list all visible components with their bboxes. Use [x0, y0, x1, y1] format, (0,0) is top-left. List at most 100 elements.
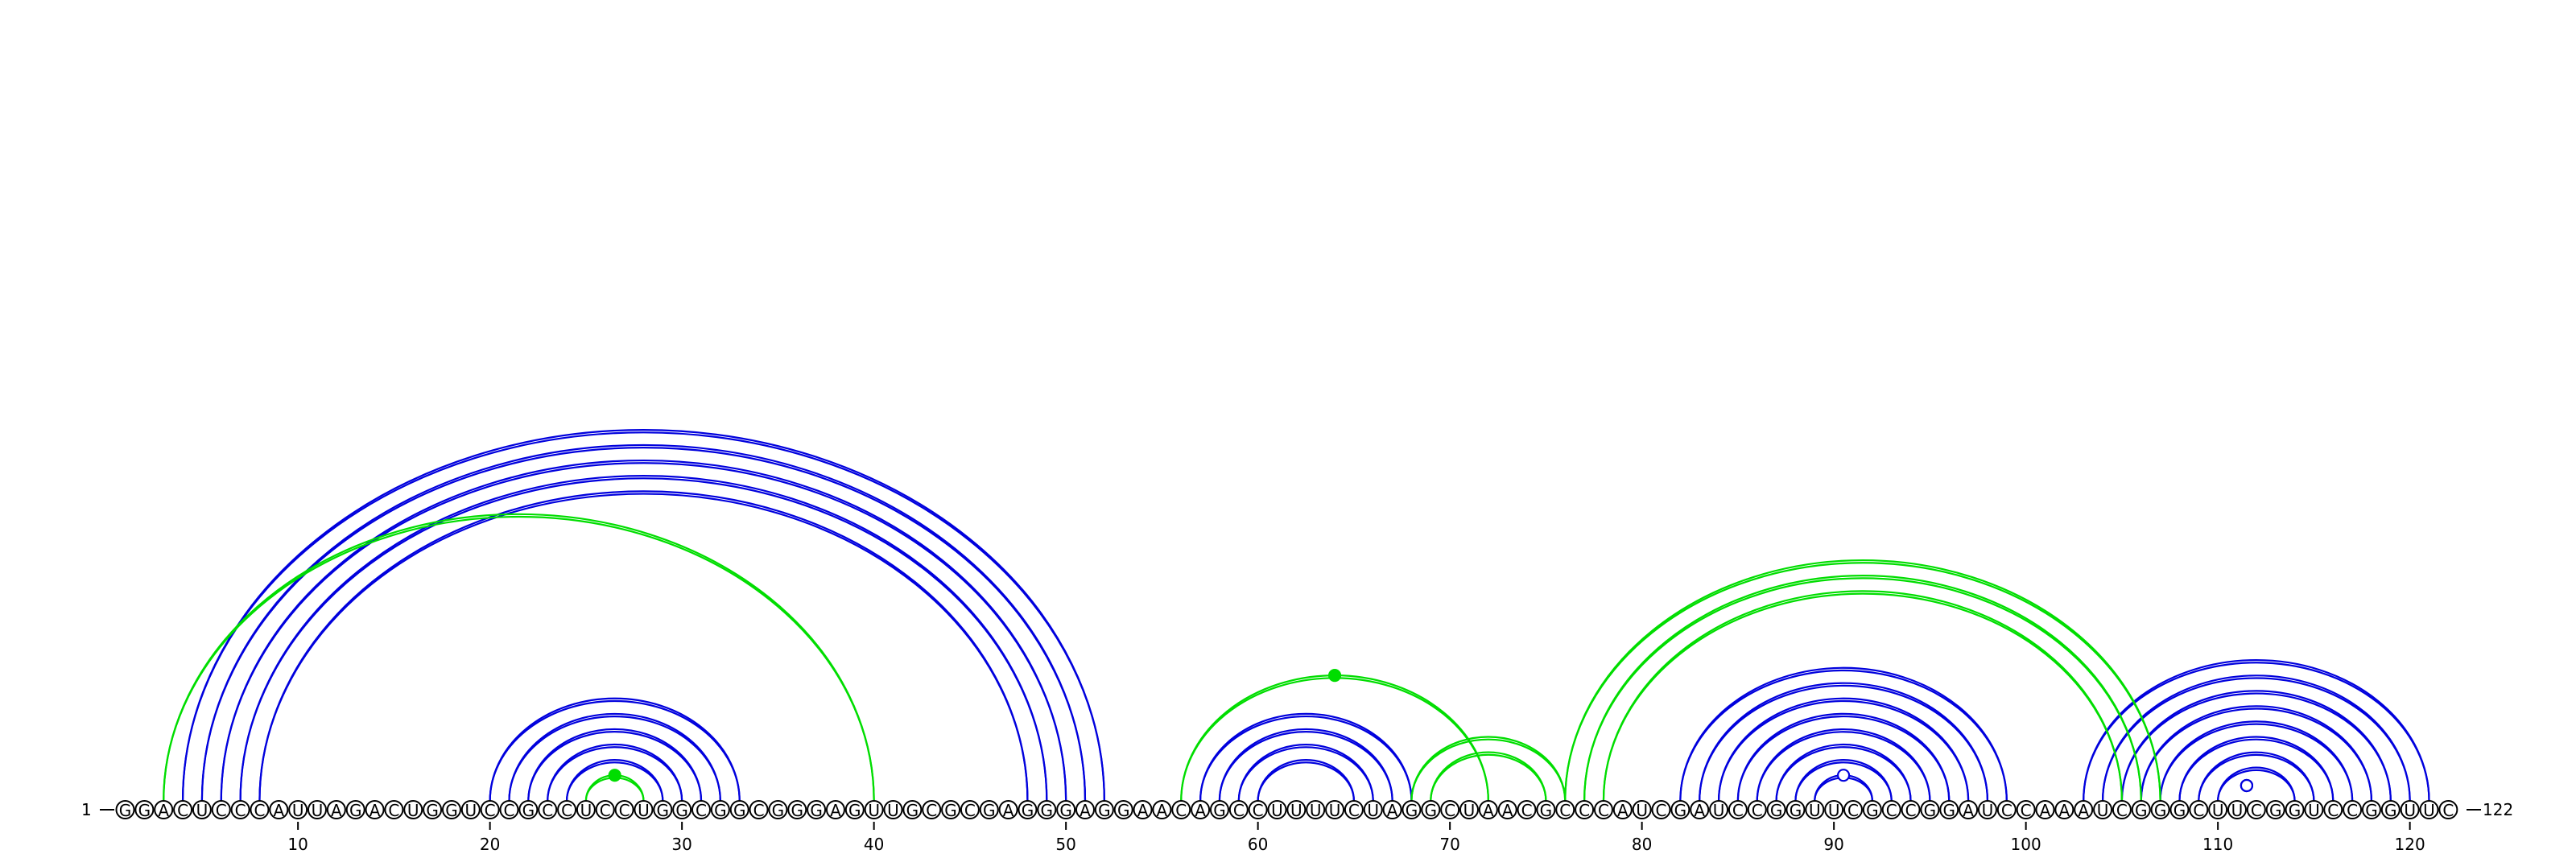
svg-text:U: U — [638, 801, 650, 820]
nucleotide: G — [1421, 800, 1441, 820]
nucleotide: G — [345, 800, 365, 820]
nucleotide: C — [1881, 800, 1901, 820]
arc-56-72 — [1180, 677, 1489, 802]
nucleotide: A — [1497, 800, 1517, 820]
svg-text:G: G — [1098, 801, 1111, 820]
nucleotide: U — [1306, 800, 1326, 820]
arc-60-65-outer — [1257, 759, 1355, 802]
nucleotide: C — [614, 800, 634, 820]
svg-text:U: U — [1828, 801, 1840, 820]
svg-text:C: C — [254, 801, 265, 820]
nucleotide: C — [1555, 800, 1575, 820]
tick: 80 — [1632, 822, 1652, 854]
nucleotide: A — [1690, 800, 1710, 820]
svg-text:C: C — [1521, 801, 1533, 820]
svg-text:C: C — [216, 801, 227, 820]
nucleotide: U — [1632, 800, 1652, 820]
nucleotide: C — [1344, 800, 1364, 820]
nucleotide: A — [2035, 800, 2055, 820]
svg-text:G: G — [1540, 801, 1553, 820]
arc-3-40 — [163, 515, 875, 802]
svg-text:A: A — [1483, 801, 1494, 820]
arc-103-121 — [2083, 662, 2430, 802]
arc-22-31-outer — [527, 728, 703, 802]
svg-text:A: A — [1195, 801, 1206, 820]
svg-text:G: G — [772, 801, 785, 820]
svg-text:G: G — [2289, 801, 2301, 820]
nucleotide: G — [787, 800, 807, 820]
svg-text:G: G — [1059, 801, 1072, 820]
nucleotide: A — [269, 800, 289, 820]
arc-22-31 — [527, 731, 703, 802]
nucleotide: U — [288, 800, 308, 820]
svg-text:C: C — [1444, 801, 1455, 820]
nucleotide: C — [691, 800, 711, 820]
svg-text:U: U — [580, 801, 592, 820]
svg-text:C: C — [2347, 801, 2358, 820]
svg-text:G: G — [349, 801, 362, 820]
arc-107-117-outer — [2159, 720, 2354, 802]
svg-text:U: U — [2231, 801, 2244, 820]
arc-59-66-outer — [1237, 743, 1374, 802]
nucleotide: G — [1670, 800, 1690, 820]
svg-text:G: G — [2154, 801, 2167, 820]
svg-text:U: U — [1290, 801, 1302, 820]
nucleotide: C — [480, 800, 500, 820]
nucleotide: U — [1709, 800, 1729, 820]
nucleotide: G — [1209, 800, 1229, 820]
hairpin-markers — [608, 669, 2254, 793]
hairpin-marker — [1327, 669, 1342, 683]
svg-text:C: C — [1175, 801, 1187, 820]
nucleotide: C — [595, 800, 615, 820]
svg-text:C: C — [1598, 801, 1609, 820]
arc-6-50-outer — [220, 460, 1067, 802]
svg-text:120: 120 — [2395, 835, 2425, 854]
svg-text:C: C — [2327, 801, 2339, 820]
nucleotide: G — [1862, 800, 1882, 820]
arc-109-115-outer — [2198, 751, 2315, 802]
svg-text:C: C — [388, 801, 399, 820]
svg-text:G: G — [675, 801, 688, 820]
nucleotide: G — [115, 800, 135, 820]
nucleotide: U — [1824, 800, 1844, 820]
svg-text:U: U — [2097, 801, 2109, 820]
svg-text:G: G — [1022, 801, 1034, 820]
svg-text:U: U — [1809, 801, 1821, 820]
svg-text:G: G — [1790, 801, 1802, 820]
svg-text:G: G — [983, 801, 996, 820]
svg-text:A: A — [1387, 801, 1398, 820]
tick: 60 — [1248, 822, 1268, 854]
hairpin-marker — [608, 769, 621, 782]
arc-4-52 — [181, 431, 1105, 802]
arc-8-48-outer — [258, 490, 1029, 802]
nucleotide: U — [1267, 800, 1287, 820]
svg-text:U: U — [292, 801, 304, 820]
nucleotide: C — [749, 800, 769, 820]
arc-57-68-outer — [1199, 712, 1413, 802]
nucleotide: C — [538, 800, 558, 820]
svg-text:60: 60 — [1248, 835, 1268, 854]
svg-text:A: A — [1502, 801, 1513, 820]
nucleotide: U — [864, 800, 884, 820]
nucleotide: U — [2304, 800, 2324, 820]
svg-text:C: C — [619, 801, 630, 820]
svg-text:G: G — [1674, 801, 1687, 820]
nucleotide: C — [557, 800, 577, 820]
arc-78-105-outer — [1602, 590, 2123, 802]
svg-text:C: C — [696, 801, 707, 820]
svg-text:U: U — [1713, 801, 1725, 820]
nucleotide: G — [653, 800, 673, 820]
tick: 110 — [2202, 822, 2233, 854]
svg-text:G: G — [714, 801, 727, 820]
svg-text:C: C — [1886, 801, 1897, 820]
svg-text:G: G — [1866, 801, 1879, 820]
nucleotide: A — [2054, 800, 2074, 820]
tick: 40 — [864, 822, 884, 854]
nucleotide: G — [2150, 800, 2170, 820]
arc-88-93-outer — [1794, 759, 1893, 802]
arcs-layer — [163, 428, 2430, 802]
arc-7-49-outer — [239, 475, 1048, 802]
nucleotide: G — [2361, 800, 2381, 820]
nucleotide: U — [576, 800, 596, 820]
